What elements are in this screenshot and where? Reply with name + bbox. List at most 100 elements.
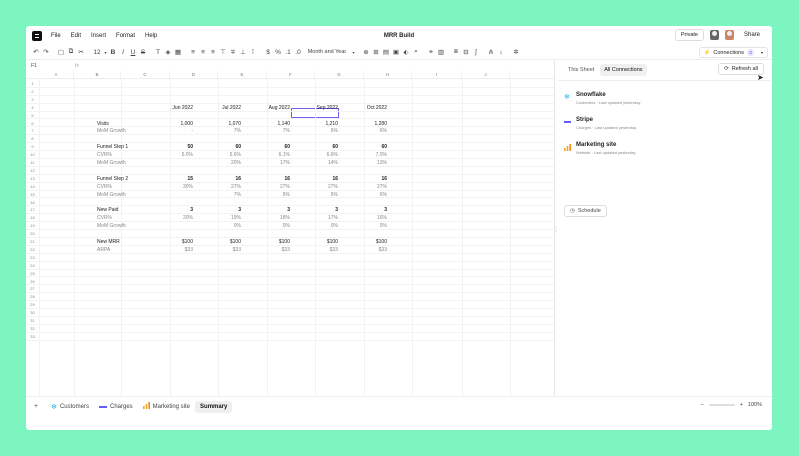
row-label-cell[interactable]: Funnel Step 1	[97, 144, 129, 151]
row-number[interactable]: 6	[31, 120, 34, 126]
value-cell[interactable]: 27%	[279, 183, 290, 190]
value-cell[interactable]: 60	[235, 144, 241, 151]
insert-col-icon[interactable]: ⊞	[373, 49, 379, 56]
row-number[interactable]: 23	[30, 254, 35, 260]
freeze-icon[interactable]: ⋔	[488, 49, 494, 56]
row-number[interactable]: 7	[31, 128, 34, 134]
borders-icon[interactable]: ▦	[174, 49, 182, 56]
value-cell[interactable]: 16	[235, 175, 241, 182]
schedule-button[interactable]: ◷ Schedule	[564, 205, 607, 217]
paint-format-icon[interactable]: ◈	[165, 49, 171, 56]
value-cell[interactable]: 1,210	[325, 120, 338, 127]
column-header[interactable]: A	[39, 71, 74, 79]
value-cell[interactable]: 17%	[279, 160, 290, 166]
row-number[interactable]: 2	[31, 88, 34, 94]
month-header[interactable]: Aug 2022	[268, 104, 290, 111]
month-header[interactable]: Oct 2022	[366, 104, 387, 111]
menu-file[interactable]: File	[51, 32, 61, 39]
value-cell[interactable]: 60	[284, 144, 290, 151]
column-header[interactable]: C	[121, 71, 170, 79]
sheet-tab-charges[interactable]: Charges	[94, 401, 138, 413]
value-cell[interactable]: 19%	[230, 215, 241, 222]
copy-icon[interactable]: ⧉	[68, 48, 74, 55]
value-cell[interactable]: $100	[326, 239, 338, 245]
menu-format[interactable]: Format	[116, 32, 136, 39]
value-cell[interactable]: $33	[184, 246, 193, 253]
value-cell[interactable]: -	[191, 128, 193, 135]
column-header[interactable]: J	[462, 71, 510, 79]
link-icon[interactable]: ⚭	[428, 49, 434, 56]
panel-divider[interactable]	[554, 60, 555, 396]
value-cell[interactable]: $33	[378, 246, 387, 253]
row-label-cell[interactable]: MoM Growth	[97, 223, 126, 230]
privacy-button[interactable]: Private	[674, 29, 704, 41]
row-number[interactable]: 28	[30, 294, 35, 300]
cell-reference[interactable]: F1	[31, 62, 37, 69]
row-number[interactable]: 33	[30, 333, 35, 339]
value-cell[interactable]: 7.0%	[375, 152, 387, 159]
sheet-tab-summary[interactable]: Summary	[195, 400, 233, 413]
value-cell[interactable]: 27%	[327, 183, 338, 190]
row-number[interactable]: 31	[30, 318, 35, 323]
value-cell[interactable]: 1,140	[277, 120, 290, 127]
row-number[interactable]: 29	[30, 302, 35, 308]
zoom-out-button[interactable]: −	[700, 402, 704, 408]
align-bottom-icon[interactable]: ⊥	[240, 49, 246, 56]
strikethrough-icon[interactable]: S	[140, 48, 146, 56]
calendar-icon[interactable]: ▣	[392, 49, 400, 56]
row-number[interactable]: 15	[30, 191, 35, 197]
row-label-cell[interactable]: CVR%	[97, 183, 113, 190]
value-cell[interactable]: 3	[335, 207, 338, 214]
share-button[interactable]: Share	[743, 32, 760, 38]
column-header[interactable]: I	[412, 71, 462, 79]
row-number[interactable]: 14	[30, 183, 35, 189]
sheet-tab-customers[interactable]: ❄ Customers	[46, 400, 94, 414]
value-cell[interactable]: $33	[329, 246, 338, 253]
tab-this-sheet[interactable]: This Sheet	[568, 67, 595, 73]
tab-all-connections[interactable]: All Connections	[600, 64, 647, 76]
font-size-select[interactable]: 12	[93, 48, 101, 56]
column-header[interactable]: D	[170, 71, 218, 79]
zoom-in-button[interactable]: +	[739, 402, 743, 408]
formula-input[interactable]	[79, 61, 554, 70]
row-number[interactable]: 16	[30, 199, 35, 205]
connection-item-snowflake[interactable]: ❄ Snowflake Customers · Last updated yes…	[564, 92, 640, 105]
row-label-cell[interactable]: CVR%	[97, 152, 113, 159]
value-cell[interactable]: 18%	[279, 215, 290, 222]
month-header[interactable]: Jun 2022	[172, 104, 193, 111]
row-number[interactable]: 19	[30, 223, 35, 229]
value-cell[interactable]: 6%	[379, 191, 387, 198]
value-cell[interactable]: 30%	[182, 183, 193, 190]
month-header[interactable]: Sep 2022	[316, 104, 338, 111]
row-label-cell[interactable]: Visits	[97, 120, 109, 127]
row-number[interactable]: 26	[30, 278, 35, 284]
value-cell[interactable]: 13%	[376, 160, 387, 166]
value-cell[interactable]: 5.0%	[181, 152, 193, 159]
value-cell[interactable]: 1,280	[374, 120, 387, 127]
row-number[interactable]: 21	[30, 239, 35, 244]
cut-icon[interactable]: ✂	[78, 49, 84, 56]
value-cell[interactable]: $100	[181, 239, 193, 245]
value-cell[interactable]: 1,000	[180, 120, 193, 127]
row-label-cell[interactable]: ARPA	[97, 246, 111, 253]
align-right-icon[interactable]: ≡	[211, 48, 215, 56]
row-label-cell[interactable]: MoM Growth	[97, 160, 126, 166]
row-number[interactable]: 30	[30, 310, 35, 316]
value-cell[interactable]: 5.6%	[229, 152, 241, 159]
table-icon[interactable]: ▤	[382, 49, 390, 56]
value-cell[interactable]: 27%	[376, 183, 387, 190]
drag-handle-icon[interactable]: ⋮	[553, 227, 559, 233]
row-number[interactable]: 25	[30, 270, 35, 276]
avatar[interactable]	[724, 30, 734, 40]
app-logo-icon[interactable]	[32, 30, 42, 41]
value-cell[interactable]: 16	[284, 175, 290, 182]
value-cell[interactable]: 3	[238, 207, 241, 214]
menu-help[interactable]: Help	[145, 32, 158, 39]
value-cell[interactable]: 0%	[330, 223, 338, 230]
value-cell[interactable]: 60	[381, 144, 387, 151]
value-cell[interactable]: 7%	[282, 128, 290, 135]
row-number[interactable]: 24	[30, 262, 35, 268]
row-number[interactable]: 4	[31, 104, 34, 110]
value-cell[interactable]: $100	[229, 239, 241, 245]
